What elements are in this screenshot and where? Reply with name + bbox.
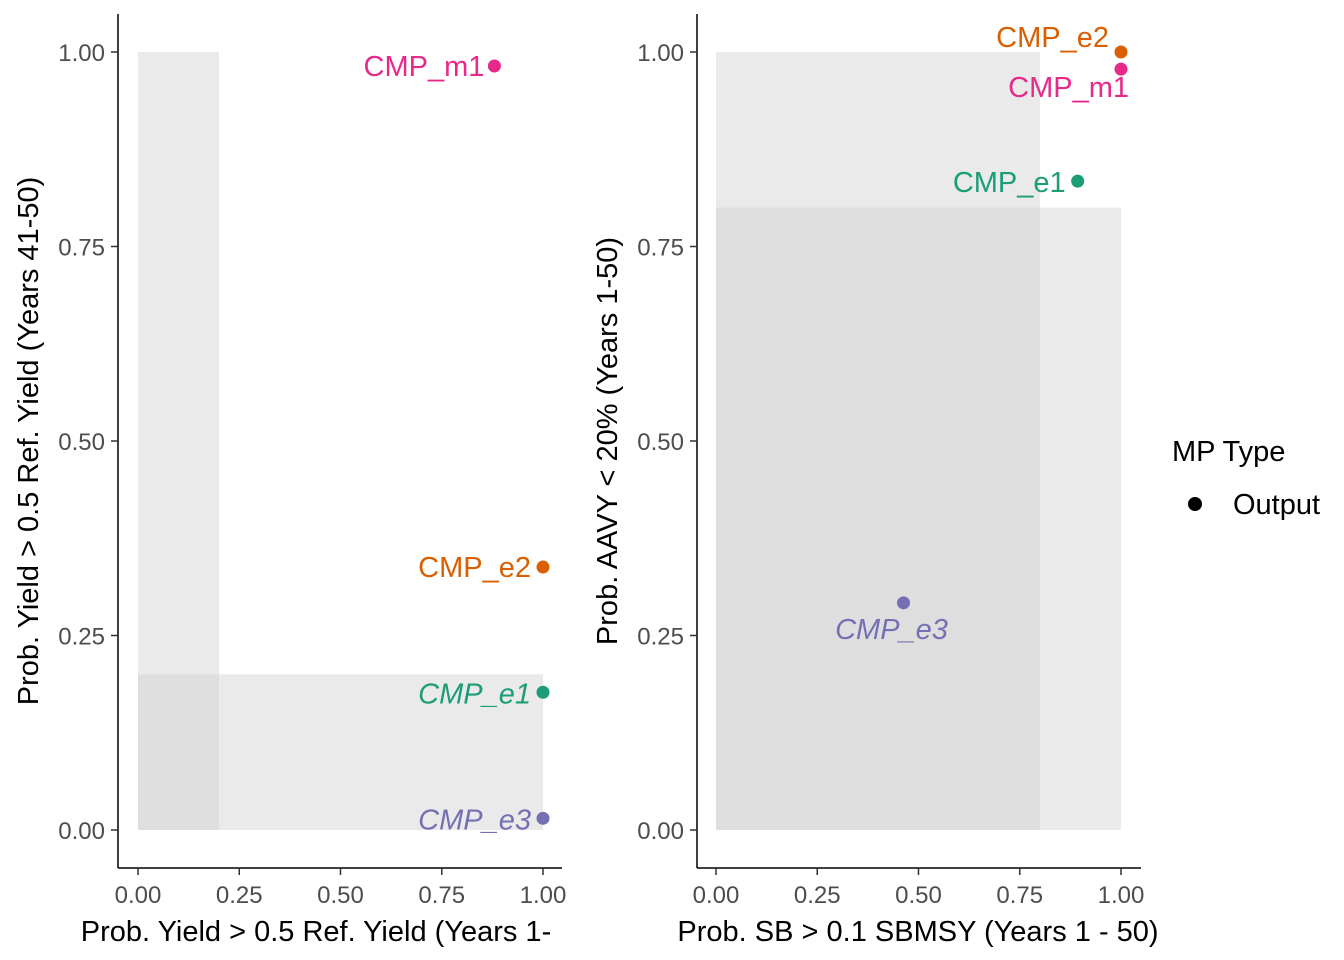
- y-tick-label: 0.25: [637, 624, 684, 651]
- legend-title: MP Type: [1172, 436, 1285, 468]
- y-tick-label: 0.50: [637, 429, 684, 456]
- y-tick-label: 0.50: [58, 429, 105, 456]
- threshold-region-0: [716, 52, 1040, 830]
- y-axis-title: Prob. AAVY < 20% (Years 1-50): [592, 237, 624, 645]
- point-label-cmp_m1: CMP_m1: [364, 51, 485, 83]
- threshold-region-0: [138, 52, 219, 830]
- x-axis-title: Prob. Yield > 0.5 Ref. Yield (Years 1-: [81, 916, 551, 948]
- legend-output-symbol: [1188, 497, 1202, 511]
- y-tick-label: 1.00: [637, 40, 684, 67]
- point-label-cmp_e2: CMP_e2: [418, 552, 531, 584]
- data-point-cmp_e2: [536, 560, 550, 574]
- data-point-cmp_m1: [1114, 62, 1128, 76]
- y-tick-label: 0.75: [637, 235, 684, 262]
- data-point-cmp_e1: [1071, 174, 1085, 188]
- y-tick-label: 0.25: [58, 624, 105, 651]
- threshold-region-1: [716, 207, 1121, 831]
- y-tick-label: 0.75: [58, 235, 105, 262]
- threshold-region-1: [138, 674, 543, 830]
- x-tick-label: 0.75: [996, 882, 1043, 909]
- y-tick-label: 0.00: [58, 818, 105, 845]
- legend: MP Type Output: [1172, 436, 1320, 521]
- point-label-cmp_e1: CMP_e1: [418, 678, 531, 710]
- y-tick-label: 1.00: [58, 40, 105, 67]
- x-tick-label: 1.00: [1098, 882, 1145, 909]
- right-scatter-panel: 0.00 0.25 0.50 0.75 1.00 0.00 0.25 0.50 0.75 1.00…: [592, 14, 1159, 948]
- data-point-cmp_e1: [536, 685, 550, 699]
- x-tick-label: 0.00: [115, 882, 162, 909]
- data-point-cmp_m1: [487, 59, 501, 73]
- point-label-cmp_e1: CMP_e1: [953, 167, 1066, 199]
- legend-output-label: Output: [1233, 489, 1320, 521]
- left-scatter-panel: 0.00 0.25 0.50 0.75 1.00 0.00 0.25 0.50 0.75 1.00…: [13, 14, 566, 948]
- point-label-cmp_m1: CMP_m1: [1008, 72, 1129, 104]
- y-axis-title: Prob. Yield > 0.5 Ref. Yield (Years 41-5…: [13, 177, 45, 706]
- point-label-cmp_e3: CMP_e3: [835, 614, 948, 646]
- point-label-cmp_e3: CMP_e3: [418, 804, 531, 836]
- data-point-cmp_e3: [897, 596, 911, 610]
- data-point-cmp_e3: [536, 811, 550, 825]
- data-point-cmp_e2: [1114, 45, 1128, 59]
- x-axis-title: Prob. SB > 0.1 SBMSY (Years 1 - 50): [677, 916, 1158, 948]
- x-tick-label: 0.50: [317, 882, 364, 909]
- y-tick-label: 0.00: [637, 818, 684, 845]
- x-tick-label: 0.75: [418, 882, 465, 909]
- x-tick-label: 1.00: [520, 882, 567, 909]
- x-tick-label: 0.25: [216, 882, 263, 909]
- point-label-cmp_e2: CMP_e2: [996, 22, 1109, 54]
- x-tick-label: 0.00: [693, 882, 740, 909]
- x-tick-label: 0.50: [895, 882, 942, 909]
- x-tick-label: 0.25: [794, 882, 841, 909]
